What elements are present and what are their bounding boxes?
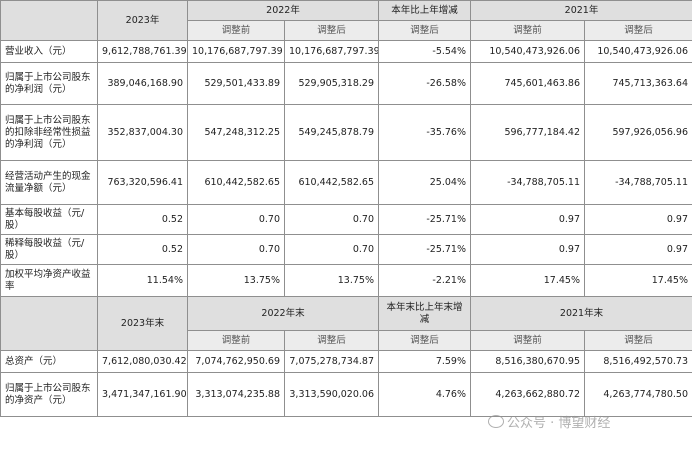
cell-2021-after: -34,788,705.11 bbox=[584, 160, 692, 205]
header2-blank bbox=[0, 296, 98, 351]
cell-change: 7.59% bbox=[378, 350, 471, 373]
header2-2022-after: 调整后 bbox=[284, 330, 379, 351]
row-label: 归属于上市公司股东的净利润（元） bbox=[0, 62, 98, 105]
cell-2023: 763,320,596.41 bbox=[97, 160, 188, 205]
table-row: 归属于上市公司股东的净利润（元） 389,046,168.90 529,501,… bbox=[0, 62, 692, 105]
cell-2021-after: 4,263,774,780.50 bbox=[584, 372, 692, 417]
cell-2023: 3,471,347,161.90 bbox=[97, 372, 188, 417]
cell-2023: 352,837,004.30 bbox=[97, 104, 188, 161]
cell-2022-after: 13.75% bbox=[284, 264, 379, 297]
header-2023: 2023年 bbox=[97, 0, 188, 41]
header-2022-before: 调整前 bbox=[187, 20, 285, 41]
row-label: 加权平均净资产收益率 bbox=[0, 264, 98, 297]
cell-2021-after: 0.97 bbox=[584, 204, 692, 235]
row-label: 稀释每股收益（元/股） bbox=[0, 234, 98, 265]
header-blank bbox=[0, 0, 98, 41]
cell-2022-before: 0.70 bbox=[187, 234, 285, 265]
cell-2022-before: 13.75% bbox=[187, 264, 285, 297]
cell-2022-before: 3,313,074,235.88 bbox=[187, 372, 285, 417]
cell-2021-before: 4,263,662,880.72 bbox=[470, 372, 585, 417]
cell-2022-after: 7,075,278,734.87 bbox=[284, 350, 379, 373]
row-label: 总资产（元） bbox=[0, 350, 98, 373]
header-2021-before: 调整前 bbox=[470, 20, 585, 41]
header2-2022-before: 调整前 bbox=[187, 330, 285, 351]
row-label: 归属于上市公司股东的净资产（元） bbox=[0, 372, 98, 417]
cell-2021-after: 17.45% bbox=[584, 264, 692, 297]
cell-2023: 389,046,168.90 bbox=[97, 62, 188, 105]
cell-2021-before: -34,788,705.11 bbox=[470, 160, 585, 205]
header2-2021-after: 调整后 bbox=[584, 330, 692, 351]
cell-2023: 11.54% bbox=[97, 264, 188, 297]
financial-summary-table: 2023年 2022年 本年比上年增减 2021年 调整前 调整后 调整后 调整… bbox=[0, 0, 692, 417]
cell-2023: 7,612,080,030.42 bbox=[97, 350, 188, 373]
cell-2022-after: 549,245,878.79 bbox=[284, 104, 379, 161]
cell-change: -26.58% bbox=[378, 62, 471, 105]
cell-2022-before: 529,501,433.89 bbox=[187, 62, 285, 105]
cell-2022-after: 610,442,582.65 bbox=[284, 160, 379, 205]
table-row: 总资产（元） 7,612,080,030.42 7,074,762,950.69… bbox=[0, 350, 692, 373]
table-row: 加权平均净资产收益率 11.54% 13.75% 13.75% -2.21% 1… bbox=[0, 264, 692, 297]
cell-2021-before: 8,516,380,670.95 bbox=[470, 350, 585, 373]
watermark-text: 公众号 · 博望财经 bbox=[507, 416, 611, 431]
cell-change: -5.54% bbox=[378, 40, 471, 63]
cell-2021-before: 0.97 bbox=[470, 234, 585, 265]
cell-2022-before: 547,248,312.25 bbox=[187, 104, 285, 161]
row-label: 营业收入（元） bbox=[0, 40, 98, 63]
header-change: 本年比上年增减 bbox=[378, 0, 471, 21]
cell-2022-before: 0.70 bbox=[187, 204, 285, 235]
table-row: 营业收入（元） 9,612,788,761.39 10,176,687,797.… bbox=[0, 40, 692, 63]
cell-2022-before: 610,442,582.65 bbox=[187, 160, 285, 205]
cell-2022-before: 10,176,687,797.39 bbox=[187, 40, 285, 63]
cell-change: -35.76% bbox=[378, 104, 471, 161]
cell-change: 4.76% bbox=[378, 372, 471, 417]
cell-2021-before: 10,540,473,926.06 bbox=[470, 40, 585, 63]
header2-change-after: 调整后 bbox=[378, 330, 471, 351]
table-row: 稀释每股收益（元/股） 0.52 0.70 0.70 -25.71% 0.97 … bbox=[0, 234, 692, 265]
header-2021: 2021年 bbox=[470, 0, 692, 21]
row-label: 归属于上市公司股东的扣除非经常性损益的净利润（元） bbox=[0, 104, 98, 161]
cell-2022-after: 10,176,687,797.39 bbox=[284, 40, 379, 63]
header2-2021-before: 调整前 bbox=[470, 330, 585, 351]
cell-2021-after: 597,926,056.96 bbox=[584, 104, 692, 161]
header-2022: 2022年 bbox=[187, 0, 379, 21]
cell-2022-after: 0.70 bbox=[284, 204, 379, 235]
cell-2021-after: 0.97 bbox=[584, 234, 692, 265]
header-2021-after: 调整后 bbox=[584, 20, 692, 41]
header2-change: 本年末比上年末增减 bbox=[378, 296, 471, 331]
header2-2023: 2023年末 bbox=[97, 296, 188, 351]
cell-2023: 0.52 bbox=[97, 204, 188, 235]
cell-2022-after: 0.70 bbox=[284, 234, 379, 265]
table-row: 经营活动产生的现金流量净额（元） 763,320,596.41 610,442,… bbox=[0, 160, 692, 205]
cell-2021-before: 596,777,184.42 bbox=[470, 104, 585, 161]
cell-2021-before: 0.97 bbox=[470, 204, 585, 235]
header2-2021: 2021年末 bbox=[470, 296, 692, 331]
cell-2021-after: 745,713,363.64 bbox=[584, 62, 692, 105]
row-label: 经营活动产生的现金流量净额（元） bbox=[0, 160, 98, 205]
table-row: 基本每股收益（元/股） 0.52 0.70 0.70 -25.71% 0.97 … bbox=[0, 204, 692, 235]
header2-2022: 2022年末 bbox=[187, 296, 379, 331]
cell-2021-before: 17.45% bbox=[470, 264, 585, 297]
cell-2023: 0.52 bbox=[97, 234, 188, 265]
cell-change: -25.71% bbox=[378, 234, 471, 265]
header-change-after: 调整后 bbox=[378, 20, 471, 41]
cell-2022-after: 529,905,318.29 bbox=[284, 62, 379, 105]
header-2022-after: 调整后 bbox=[284, 20, 379, 41]
cell-change: -2.21% bbox=[378, 264, 471, 297]
cell-change: 25.04% bbox=[378, 160, 471, 205]
cell-2022-after: 3,313,590,020.06 bbox=[284, 372, 379, 417]
cell-change: -25.71% bbox=[378, 204, 471, 235]
cell-2021-before: 745,601,463.86 bbox=[470, 62, 585, 105]
cell-2021-after: 8,516,492,570.73 bbox=[584, 350, 692, 373]
cell-2022-before: 7,074,762,950.69 bbox=[187, 350, 285, 373]
row-label: 基本每股收益（元/股） bbox=[0, 204, 98, 235]
table-row: 归属于上市公司股东的净资产（元） 3,471,347,161.90 3,313,… bbox=[0, 372, 692, 417]
table-row: 归属于上市公司股东的扣除非经常性损益的净利润（元） 352,837,004.30… bbox=[0, 104, 692, 161]
cell-2021-after: 10,540,473,926.06 bbox=[584, 40, 692, 63]
cell-2023: 9,612,788,761.39 bbox=[97, 40, 188, 63]
